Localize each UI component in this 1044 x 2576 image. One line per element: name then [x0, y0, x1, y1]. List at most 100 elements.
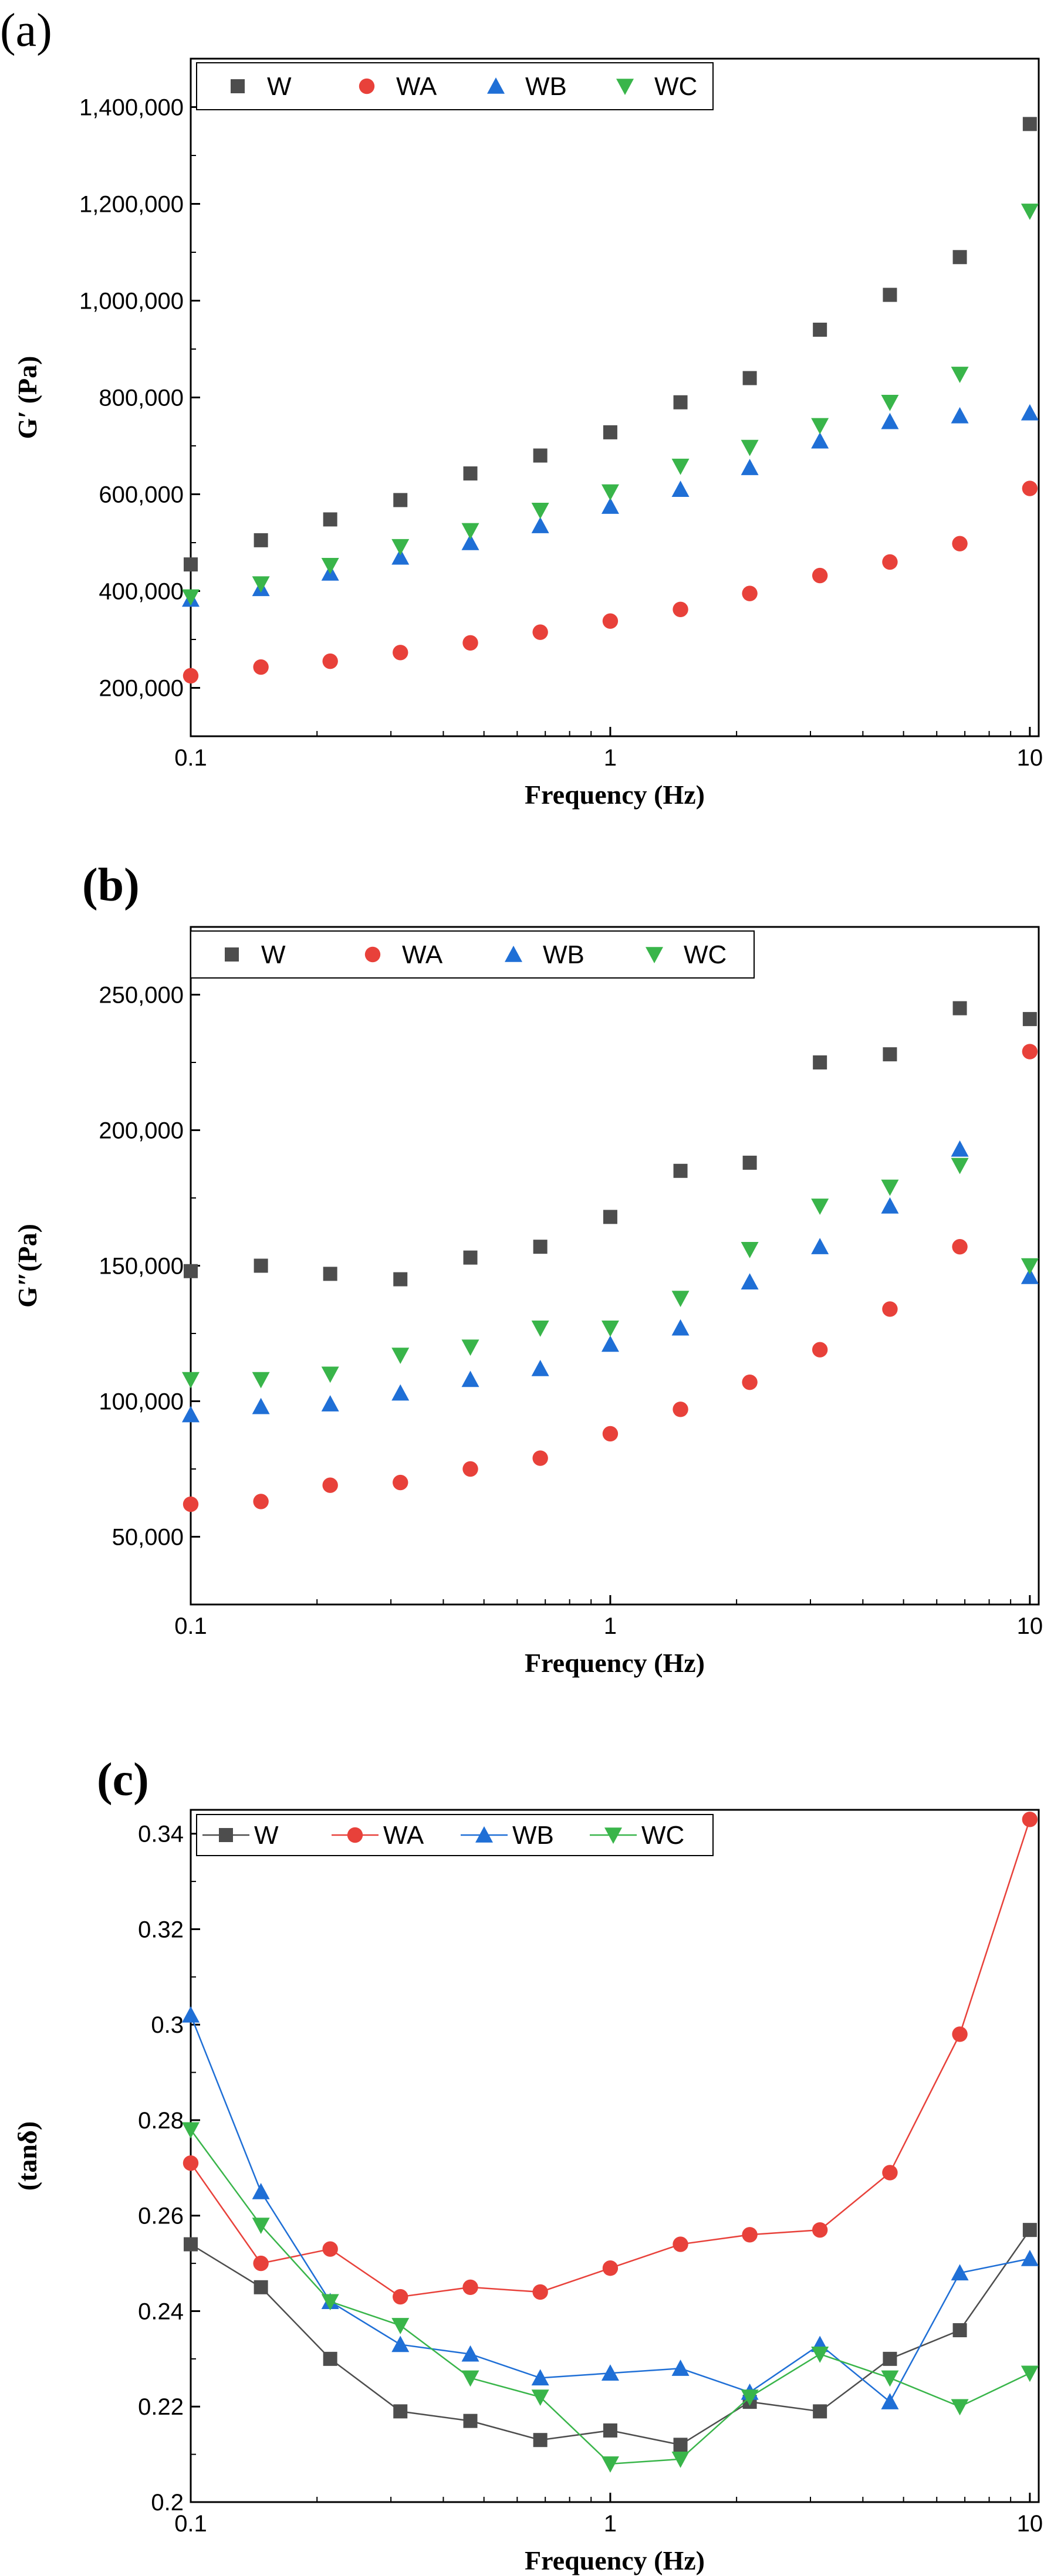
panel-b-series-wb-point: [321, 1395, 339, 1411]
panel-b-legend-marker-wa: [364, 946, 381, 963]
panel-c-y-axis-title: (tanδ): [12, 2121, 42, 2191]
panel-c-series-wc-point: [461, 2370, 479, 2387]
panel-a-series-wb-point: [881, 412, 899, 429]
panel-b-series-w-point: [184, 1264, 198, 1278]
panel-c-series-wc-point: [1021, 2365, 1039, 2382]
panel-c-series-w-point: [952, 2323, 967, 2338]
panel-b-series-wc-point: [881, 1179, 899, 1196]
panel-b-legend-label-wc: WC: [684, 940, 727, 969]
panel-c-y-tick-label: 0.22: [138, 2394, 184, 2420]
panel-a-series-wc-point: [391, 539, 410, 556]
panel-b-series-w-point: [673, 1163, 688, 1178]
panel-a-series-w-point: [1022, 117, 1037, 131]
panel-c-series-w-point: [883, 2351, 897, 2366]
panel-c-series-wb-point: [1021, 2249, 1039, 2266]
panel-a-series-wb-point: [1021, 404, 1039, 421]
panel-a-series-wc-point: [811, 418, 829, 435]
panel-b-legend-label-w: W: [261, 940, 286, 969]
panel-c-series-w-point: [184, 2237, 198, 2252]
panel-a-series-wa-point: [952, 536, 968, 551]
panel-a-series-wc-point: [951, 367, 969, 383]
panel-a-legend-marker-wc: [616, 79, 634, 95]
panel-c-legend-marker-wc: [604, 1827, 622, 1844]
panel-c-x-tick-label: 10: [1017, 2511, 1043, 2537]
panel-a-series-wc-point: [881, 395, 899, 411]
panel-c-series-w-point: [813, 2404, 827, 2419]
panel-b-legend-marker-w: [225, 947, 239, 962]
panel-c-y-tick-label: 0.3: [151, 2012, 184, 2038]
panel-b-series-wb-point: [461, 1370, 479, 1387]
panel-b-y-axis-title: G″(Pa): [12, 1224, 42, 1308]
panel-a-legend-label-wb: WB: [525, 72, 567, 101]
panel-a-legend-label-w: W: [267, 72, 292, 101]
panel-b-series-wb-point: [951, 1140, 969, 1157]
panel-a-y-tick-label: 1,000,000: [79, 289, 184, 314]
panel-a-series-wa-point: [1022, 480, 1038, 496]
panel-c-series-wa-point: [602, 2260, 619, 2276]
panel-c-series-wb-point: [881, 2393, 899, 2409]
panel-c-series-wb-point: [252, 2183, 270, 2199]
panel-b-x-tick-label: 10: [1017, 1613, 1043, 1639]
panel-b-series-wc-point: [951, 1157, 969, 1174]
panel-c-series-wa-point: [673, 2236, 688, 2252]
panel-b-series-wc-point: [321, 1366, 339, 1383]
panel-c-y-tick-label: 0.24: [138, 2299, 184, 2324]
panel-a-x-tick-label: 1: [604, 745, 617, 771]
panel-a-legend-label-wc: WC: [654, 72, 697, 101]
panel-b-series-wa-point: [882, 1301, 898, 1317]
panel-a-series-wc-point: [531, 502, 549, 519]
panel-a-series-wc-point: [741, 439, 759, 456]
panel-a-series-w-point: [813, 323, 827, 337]
panel-c-series-wa-point: [462, 2279, 478, 2295]
panel-c-series-wa-point: [742, 2227, 758, 2243]
panel-a-series-w-point: [673, 395, 688, 409]
panel-b-series-wc-point: [601, 1321, 619, 1337]
panel-a-series-w-point: [952, 250, 967, 265]
panel-c-series-wb-point: [391, 2335, 410, 2352]
panel-b-series-wa-point: [812, 1342, 828, 1358]
panel-c-series-w-point: [1022, 2223, 1037, 2238]
panel-a-series-wa-point: [253, 659, 269, 675]
panel-b-series-wa-point: [532, 1450, 548, 1466]
panel-b-y-tick-label: 100,000: [99, 1389, 184, 1415]
panel-b-series-wc-point: [461, 1339, 479, 1356]
panel-b-y-tick-label: 250,000: [99, 983, 184, 1008]
panel-b-series-wa-point: [462, 1461, 478, 1477]
panel-c-series-w-point: [603, 2423, 617, 2438]
panel-c-series-wc-point: [811, 2346, 829, 2363]
panel-b-series-wc-point: [531, 1321, 549, 1337]
panel-b-series-wb-point: [1021, 1267, 1039, 1284]
panel-a-series-w-point: [323, 512, 337, 527]
panel-c-series-w-point: [533, 2433, 548, 2448]
panel-b-y-tick-label: 200,000: [99, 1118, 184, 1144]
panel-c-series-wc-point: [951, 2399, 969, 2416]
panel-a-series-wc-point: [1021, 204, 1039, 220]
panel-b-series-w-point: [883, 1047, 897, 1062]
panel-b-series-w-point: [393, 1272, 408, 1287]
panel-a-series-wa-point: [532, 624, 548, 640]
panel-b-legend-marker-wc: [646, 947, 663, 963]
panel-a-x-tick-label: 0.1: [174, 745, 207, 771]
panel-b-legend-marker-wb: [505, 946, 522, 962]
panel-c-x-tick-label: 0.1: [174, 2511, 207, 2537]
panel-b-series-w-point: [952, 1001, 967, 1015]
panel-c-series-wb-point: [182, 2006, 200, 2023]
panel-a-series-wb-point: [951, 407, 969, 424]
panel-c-series-wc-point: [741, 2389, 759, 2406]
panel-a-legend-label-wa: WA: [396, 72, 437, 101]
panel-a-x-axis-title: Frequency (Hz): [525, 780, 705, 810]
panel-c-series-wc-point: [252, 2218, 270, 2234]
panel-a-series-wa-point: [602, 613, 619, 629]
panel-c-series-wc-point: [601, 2456, 619, 2473]
panel-c-series-w-point: [393, 2404, 408, 2419]
panel-a-legend-marker-wa: [359, 78, 375, 94]
panel-a-series-wa-point: [882, 554, 898, 570]
panel-a-y-tick-label: 1,400,000: [79, 95, 184, 121]
panel-c-series-wa-point: [1022, 1812, 1038, 1827]
panel-a-series-w-point: [463, 466, 478, 481]
panel-b-y-tick-label: 50,000: [112, 1525, 184, 1551]
panel-a-y-axis-title: G′ (Pa): [12, 356, 42, 439]
panel-a-series-w-point: [393, 493, 408, 507]
panel-b-series-w-point: [603, 1210, 617, 1224]
